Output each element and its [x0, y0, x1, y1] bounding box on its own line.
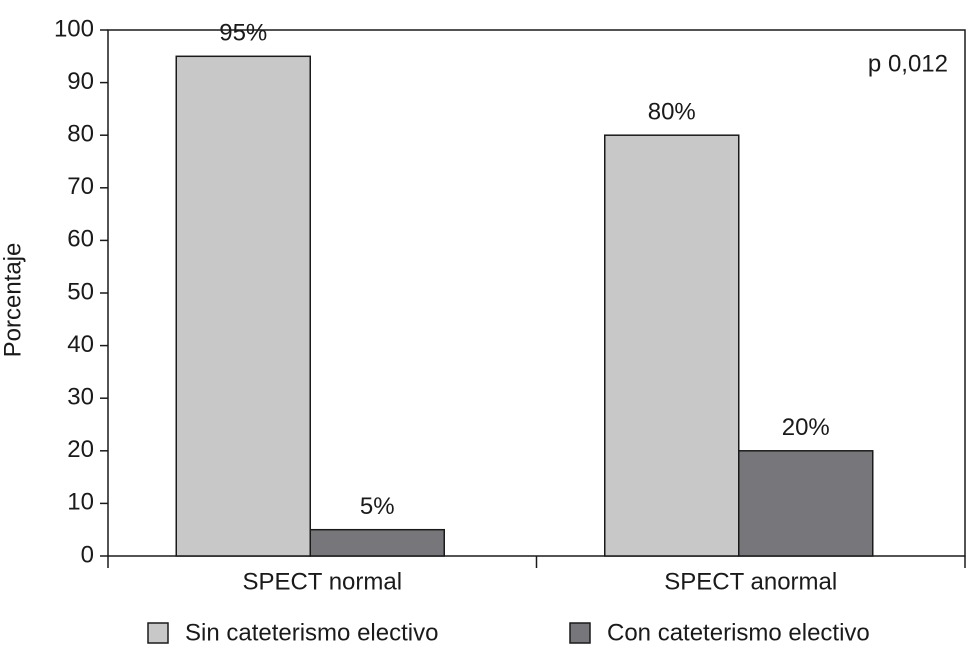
y-tick-label: 10: [67, 489, 94, 516]
bar: [738, 450, 874, 557]
y-tick-label: 60: [67, 226, 94, 253]
value-label: 80%: [648, 99, 696, 126]
value-label: 20%: [782, 414, 830, 441]
bar: [604, 134, 740, 557]
y-tick-label: 40: [67, 331, 94, 358]
x-tick-label: SPECT normal: [242, 568, 402, 595]
annotation: p 0,012: [868, 50, 948, 77]
y-tick-label: 30: [67, 384, 94, 411]
value-label: 95%: [219, 20, 267, 47]
y-tick-label: 100: [54, 15, 94, 42]
y-tick-label: 80: [67, 121, 94, 148]
value-label: 5%: [360, 493, 395, 520]
legend-swatch: [569, 622, 591, 644]
legend-label: Sin cateterismo electivo: [185, 619, 438, 646]
legend-label: Con cateterismo electivo: [607, 619, 870, 646]
legend-swatch: [147, 622, 169, 644]
bar: [175, 55, 311, 557]
y-tick-label: 0: [81, 541, 94, 568]
bar: [309, 528, 445, 557]
y-tick-label: 50: [67, 278, 94, 305]
y-tick-label: 90: [67, 68, 94, 95]
y-axis-label: Porcentaje: [0, 243, 26, 358]
x-tick-label: SPECT anormal: [664, 568, 837, 595]
y-tick-label: 70: [67, 173, 94, 200]
y-tick-label: 20: [67, 436, 94, 463]
